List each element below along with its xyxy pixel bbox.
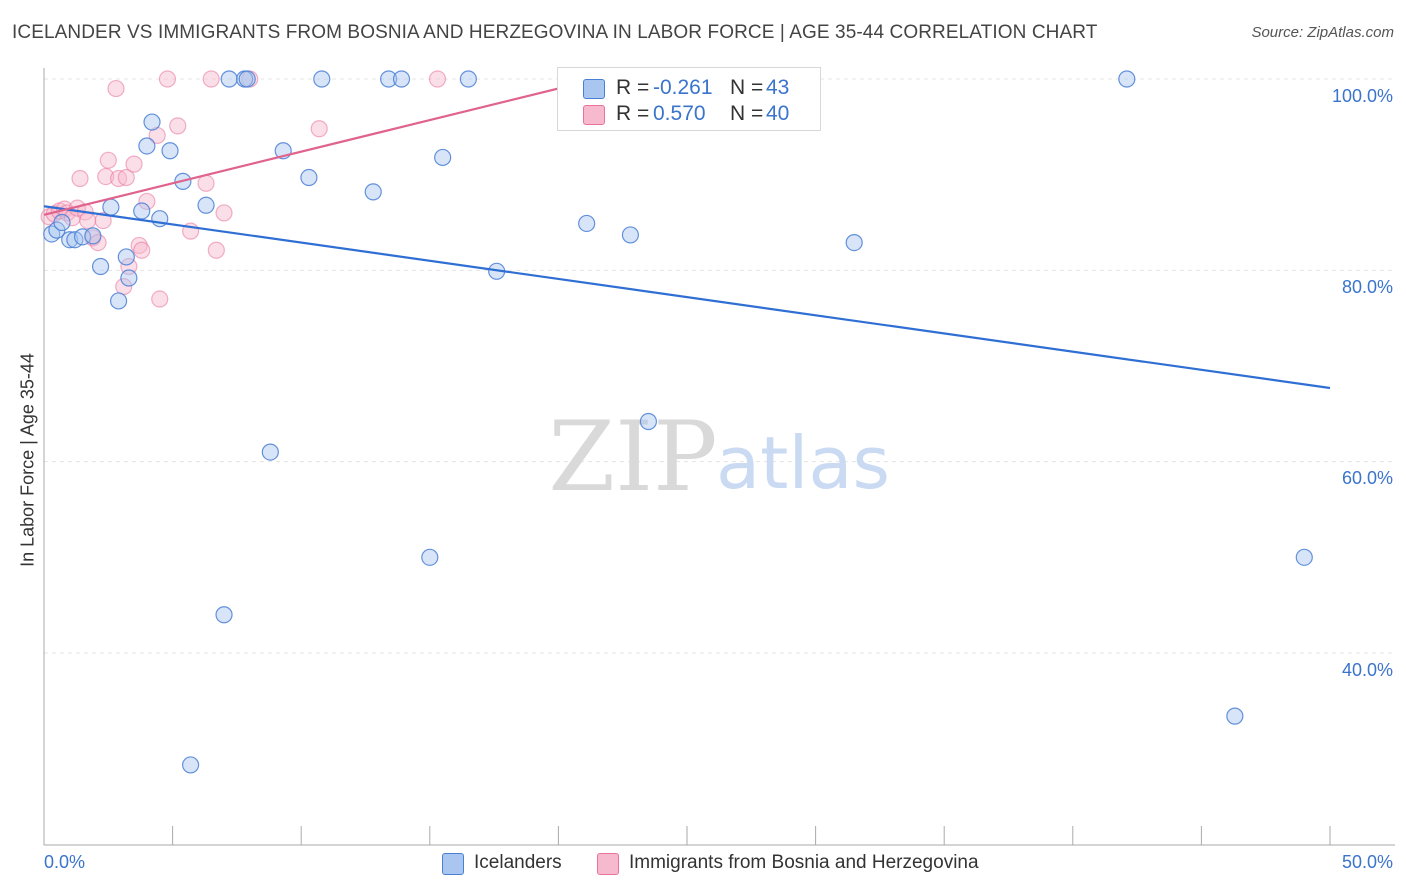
icelander-point	[84, 227, 102, 245]
icelander-point	[380, 70, 398, 88]
icelander-point	[300, 168, 318, 187]
legend-r-value: 0.570	[653, 102, 706, 125]
icelander-point	[120, 269, 138, 287]
legend-row-bosnia: R = 0.570 N = 40	[558, 101, 820, 129]
bosnia-point	[117, 168, 135, 187]
icelander-point	[133, 202, 151, 220]
icelander-point	[143, 113, 161, 131]
icelander-point	[197, 196, 215, 214]
bosnia-point	[94, 211, 112, 230]
bosnia-point	[215, 204, 233, 222]
icelander-point	[1118, 70, 1136, 88]
bottom-legend-label: Immigrants from Bosnia and Herzegovina	[629, 852, 979, 873]
icelander-trend-line	[43, 205, 1331, 390]
icelander-point	[102, 198, 120, 216]
legend-swatch-blue	[583, 79, 605, 99]
legend-swatch-pink	[583, 105, 605, 125]
icelander-point	[392, 70, 411, 88]
legend-r-label: R =	[616, 76, 650, 99]
legend-n-value: 43	[766, 76, 790, 99]
bottom-legend-label: Icelanders	[474, 852, 562, 873]
icelander-point	[421, 548, 439, 566]
icelander-point	[238, 70, 256, 88]
source-label: Source: ZipAtlas.com	[1251, 24, 1394, 41]
bosnia-point	[138, 192, 156, 211]
icelander-point	[138, 137, 156, 155]
y-tick-40: 40.0%	[1341, 660, 1393, 680]
icelander-point	[313, 70, 331, 88]
bosnia-point	[202, 70, 220, 88]
bosnia-point	[107, 79, 125, 98]
icelander-point	[364, 183, 382, 201]
legend-r-value: -0.261	[653, 76, 713, 99]
y-tick-80: 80.0%	[1341, 277, 1393, 297]
icelander-point	[61, 231, 79, 249]
icelander-point	[220, 70, 238, 88]
bosnia-point	[197, 174, 215, 192]
bottom-legend-swatch-pink	[597, 853, 619, 875]
watermark-atlas: atlas	[716, 421, 890, 505]
bosnia-point	[130, 236, 148, 255]
bosnia-point	[71, 169, 89, 188]
icelander-point	[845, 233, 863, 252]
legend-n-value: 40	[766, 102, 790, 125]
bosnia-point	[133, 241, 151, 259]
bosnia-trend-line	[43, 77, 598, 216]
bosnia-point	[207, 241, 225, 259]
bosnia-point	[169, 117, 187, 135]
legend-row-icelanders: R = -0.261 N = 43	[558, 75, 820, 103]
icelander-point	[261, 443, 279, 461]
correlation-legend: R = -0.261 N = 43 R = 0.570 N = 40	[557, 67, 821, 131]
bosnia-point	[97, 167, 115, 186]
icelander-point	[182, 756, 200, 774]
chart-title: ICELANDER VS IMMIGRANTS FROM BOSNIA AND …	[12, 22, 1098, 43]
icelander-point	[621, 226, 640, 244]
watermark: ZIP atlas	[548, 401, 890, 513]
icelander-point	[1295, 548, 1313, 566]
legend-r-label: R =	[616, 102, 650, 125]
legend-n-label: N =	[730, 76, 764, 99]
y-axis-label: In Labor Force | Age 35-44	[17, 353, 38, 567]
bosnia-point	[151, 290, 169, 308]
x-tick-min: 0.0%	[44, 852, 86, 872]
icelander-point	[53, 213, 71, 232]
bosnia-point	[428, 70, 447, 88]
icelander-point	[578, 214, 596, 233]
y-tick-100: 100.0%	[1331, 86, 1393, 106]
axes	[43, 68, 1395, 846]
icelander-point	[639, 412, 658, 431]
x-tick-max: 50.0%	[1341, 852, 1393, 872]
legend-n-label: N =	[730, 102, 764, 125]
icelander-point	[434, 148, 452, 167]
icelander-point	[215, 606, 233, 624]
icelander-point	[1226, 707, 1244, 725]
icelander-point	[117, 248, 135, 266]
trend-lines	[43, 77, 1331, 390]
watermark-zip: ZIP	[548, 401, 717, 513]
bosnia-point	[79, 211, 97, 230]
bottom-legend-swatch-blue	[442, 853, 464, 875]
bosnia-point	[158, 70, 177, 88]
y-tick-60: 60.0%	[1341, 468, 1393, 488]
icelander-point	[161, 142, 179, 160]
bosnia-point	[99, 151, 117, 169]
bosnia-point	[125, 155, 143, 173]
icelander-point	[91, 257, 110, 276]
icelander-point	[109, 292, 128, 310]
bosnia-point	[310, 120, 328, 138]
icelander-point	[459, 70, 477, 88]
